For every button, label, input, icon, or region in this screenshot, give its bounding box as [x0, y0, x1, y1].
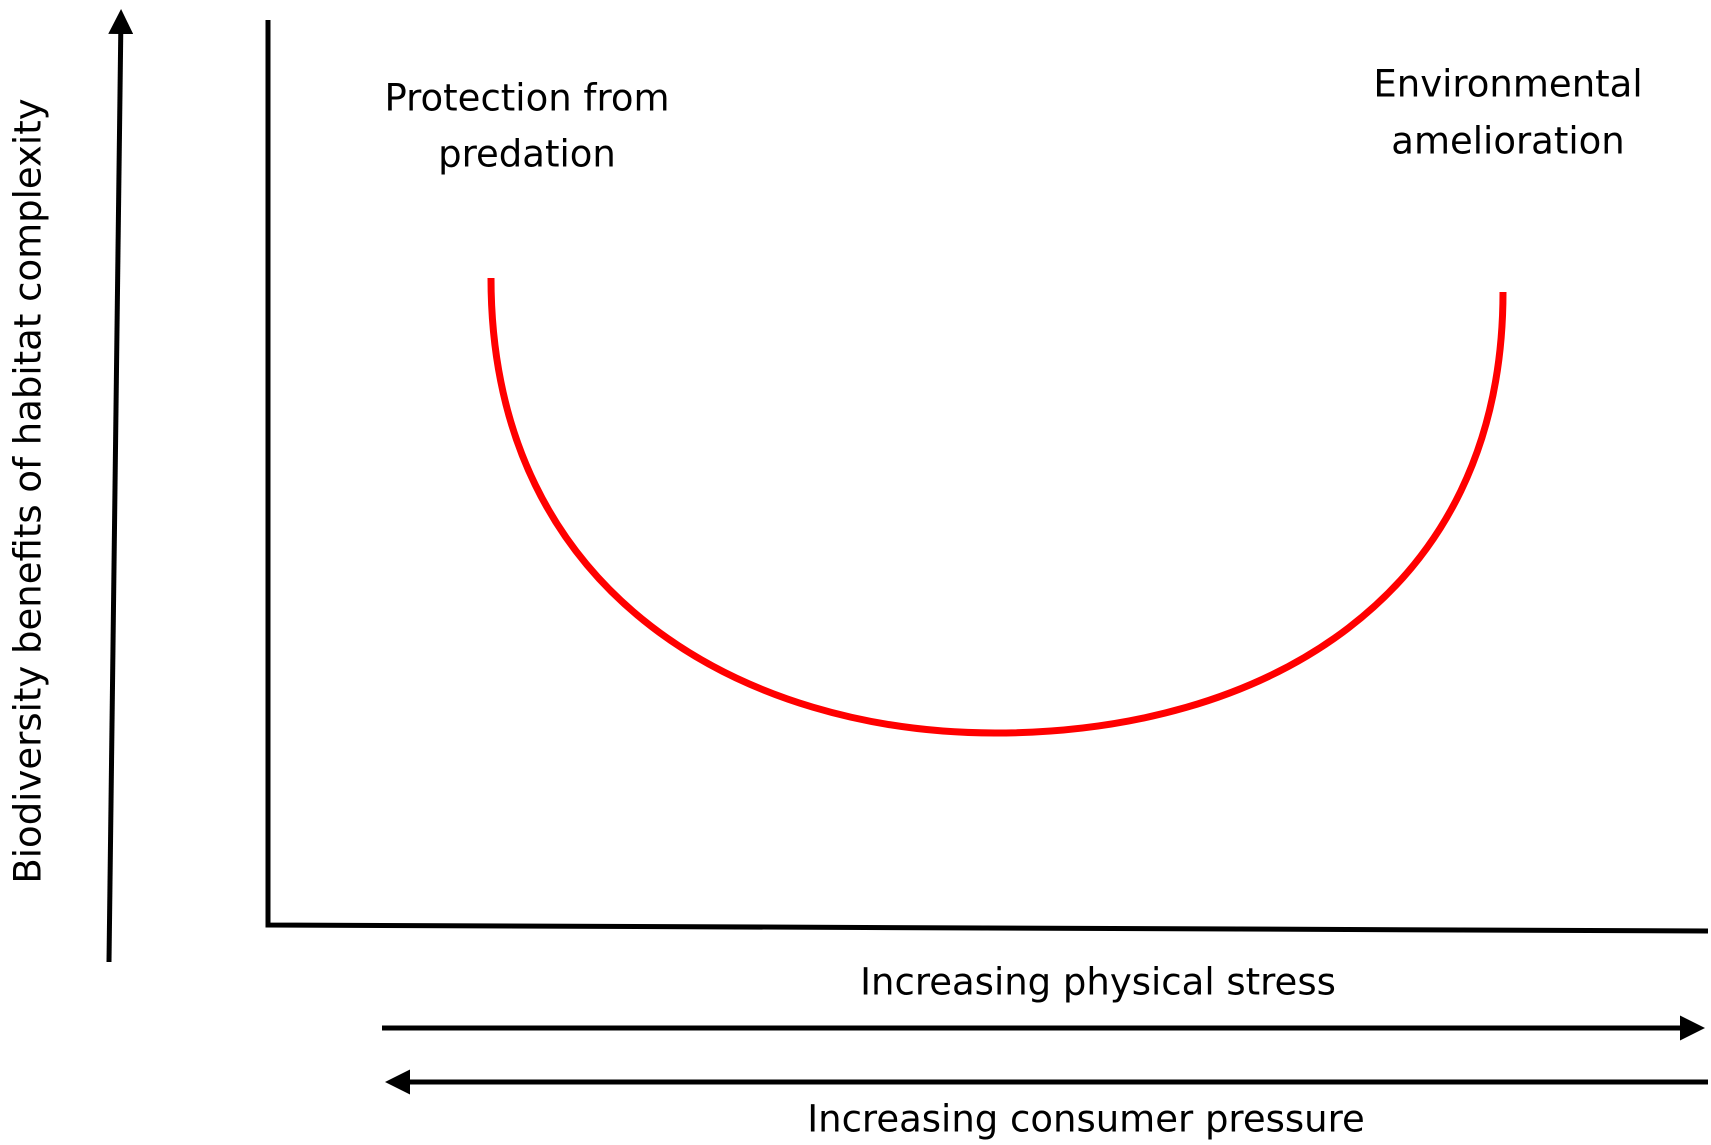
annotation-line: amelioration: [1391, 120, 1624, 163]
arrow-label: Increasing consumer pressure: [807, 1098, 1365, 1141]
annotation-line: Protection from: [384, 77, 669, 120]
annotation-line: predation: [438, 133, 616, 176]
annotation-line: Environmental: [1373, 63, 1642, 106]
axes: [265, 20, 1709, 934]
y-arrow: [106, 9, 134, 963]
y-axis-label: Biodiversity benefits of habitat complex…: [7, 98, 50, 883]
curve: [487, 277, 1507, 737]
arrow-label: Increasing physical stress: [860, 961, 1336, 1004]
